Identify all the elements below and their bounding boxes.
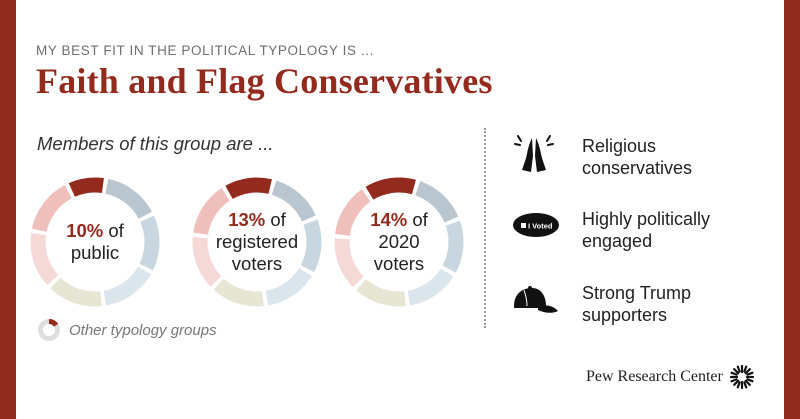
donut-chart bbox=[334, 177, 464, 307]
donut-segment-other-group bbox=[213, 278, 264, 307]
kicker-text: MY BEST FIT IN THE POLITICAL TYPOLOGY IS… bbox=[36, 43, 374, 58]
group-subhead: Members of this group are ... bbox=[37, 133, 274, 154]
trait-line1: Strong Trump bbox=[582, 283, 692, 303]
donut-segment-other-group bbox=[139, 215, 160, 271]
trait-line2: conservatives bbox=[582, 158, 693, 178]
donut-percent: 13% bbox=[228, 209, 266, 230]
donut-segment-other-group bbox=[193, 188, 231, 236]
donut-label-line3: voters bbox=[231, 253, 283, 274]
donut-segment-this-group bbox=[68, 177, 104, 197]
donut-segment-other-group bbox=[104, 178, 152, 220]
donut-segment-other-group bbox=[265, 267, 312, 306]
pew-sunburst-logo-icon bbox=[729, 364, 754, 390]
donut-segment-other-group bbox=[192, 237, 222, 287]
donut-segment-this-group bbox=[365, 177, 416, 200]
donut-segment-other-group bbox=[414, 181, 459, 223]
donut-label-line2: public bbox=[70, 242, 120, 263]
donut-label-of: of bbox=[103, 220, 124, 241]
donut-segment-other-group bbox=[50, 277, 102, 307]
donut-segment-this-group bbox=[225, 177, 272, 200]
donut-segment-other-group bbox=[300, 219, 322, 273]
donut-segment-other-group bbox=[334, 238, 364, 288]
legend: Other typology groups bbox=[37, 318, 217, 342]
footer-logo: Pew Research Center bbox=[586, 364, 755, 390]
donut-segment-other-group bbox=[271, 180, 316, 222]
donut-label-line3: voters bbox=[373, 253, 425, 274]
donut-percent: 10% bbox=[66, 220, 104, 241]
section-divider bbox=[484, 128, 486, 328]
donut-segment-other-group bbox=[103, 266, 151, 306]
sticker-text: I Voted bbox=[528, 222, 553, 231]
trait-trump-supporters: Strong Trump supporters bbox=[582, 282, 691, 326]
trait-line2: supporters bbox=[582, 305, 668, 325]
donut-segment-other-group bbox=[335, 189, 371, 237]
praying-hands-icon bbox=[510, 132, 558, 176]
typology-card: MY BEST FIT IN THE POLITICAL TYPOLOGY IS… bbox=[16, 0, 784, 419]
donut-label-of: of bbox=[265, 209, 286, 230]
trait-line1: Religious bbox=[582, 136, 657, 156]
donut-label: 10% of public bbox=[26, 173, 164, 311]
donut-public: 10% of public bbox=[26, 173, 164, 311]
i-voted-sticker-icon: I Voted bbox=[512, 210, 560, 240]
trait-line1: Highly politically bbox=[582, 209, 711, 229]
donut-registered-voters: 13% of registered voters bbox=[188, 173, 326, 311]
donut-percent: 14% bbox=[370, 209, 408, 230]
donut-label-of: of bbox=[407, 209, 428, 230]
donut-label-line2: registered bbox=[215, 231, 299, 252]
donut-chart bbox=[192, 177, 322, 307]
page-title: Faith and Flag Conservatives bbox=[36, 61, 493, 101]
donut-label: 13% of registered voters bbox=[188, 173, 326, 311]
baseball-cap-icon bbox=[508, 284, 560, 318]
legend-mini-donut-icon bbox=[38, 318, 60, 341]
legend-label: Other typology groups bbox=[69, 321, 217, 339]
trait-politically-engaged: Highly politically engaged bbox=[582, 208, 710, 252]
donut-segment-other-group bbox=[407, 268, 454, 306]
donut-label-line2: 2020 bbox=[378, 231, 420, 252]
donut-segment-other-group bbox=[356, 278, 406, 307]
donut-label: 14% of 2020 voters bbox=[330, 173, 468, 311]
donut-segment-other-group bbox=[442, 220, 464, 273]
brand-name: Pew Research Center bbox=[586, 368, 723, 385]
trait-religious: Religious conservatives bbox=[582, 135, 692, 179]
donut-chart bbox=[30, 177, 160, 307]
donut-segment-other-group bbox=[31, 185, 73, 233]
donut-2020-voters: 14% of 2020 voters bbox=[330, 173, 468, 311]
trait-line2: engaged bbox=[582, 231, 653, 251]
donut-segment-other-group bbox=[30, 233, 59, 286]
